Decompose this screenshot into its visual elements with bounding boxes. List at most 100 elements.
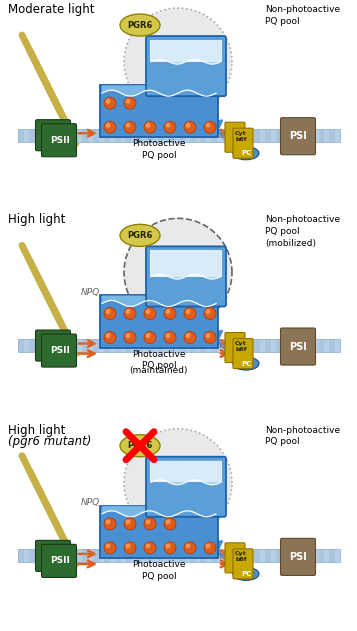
FancyBboxPatch shape [146,246,226,307]
Bar [150,40,222,62]
Bar [61,339,67,352]
Bar [233,550,238,562]
Bar [72,129,77,142]
Circle shape [104,331,116,343]
FancyBboxPatch shape [233,339,253,369]
Bar [243,129,249,142]
Circle shape [124,518,136,530]
Polygon shape [124,8,232,116]
Bar [93,129,99,142]
Circle shape [166,309,171,314]
Bar [29,129,35,142]
Bar [179,339,185,352]
Ellipse shape [120,225,160,246]
FancyBboxPatch shape [35,540,70,572]
Circle shape [186,309,191,314]
Bar [297,550,303,562]
Circle shape [166,122,171,127]
Bar [211,339,217,352]
Polygon shape [124,428,232,537]
Bar [168,129,174,142]
Text: PC: PC [241,150,251,156]
FancyBboxPatch shape [35,330,70,361]
FancyBboxPatch shape [41,124,76,156]
Bar [104,550,110,562]
Circle shape [144,121,156,133]
Circle shape [104,542,116,554]
Bar [201,550,206,562]
Bar [136,129,142,142]
Bar [29,550,35,562]
Bar [276,339,282,352]
Bar [50,129,56,142]
Circle shape [104,307,116,319]
Bar [318,129,325,142]
Bar [18,129,24,142]
Circle shape [106,122,111,127]
Bar [190,129,196,142]
Text: Photoactive
PQ pool: Photoactive PQ pool [132,350,186,370]
Bar [265,550,271,562]
FancyBboxPatch shape [225,122,245,152]
Bar [222,129,228,142]
Bar [50,550,56,562]
Bar [61,550,67,562]
Bar [18,129,340,142]
Bar [254,550,260,562]
Text: Photoactive
PQ pool: Photoactive PQ pool [132,139,186,160]
Bar [276,129,282,142]
Circle shape [166,543,171,548]
Bar [286,129,292,142]
Circle shape [126,519,131,524]
Text: High light: High light [8,213,65,227]
Circle shape [124,331,136,343]
Circle shape [164,121,176,133]
FancyBboxPatch shape [233,549,253,579]
Circle shape [106,98,111,103]
Circle shape [106,309,111,314]
Text: NPQ: NPQ [80,498,100,507]
Circle shape [144,331,156,343]
Circle shape [124,307,136,319]
Bar [179,550,185,562]
Circle shape [164,307,176,319]
Circle shape [104,97,116,109]
Circle shape [146,309,151,314]
Circle shape [126,333,131,338]
Bar [276,550,282,562]
Bar [190,339,196,352]
Bar [265,129,271,142]
Bar [18,339,340,352]
Bar [179,129,185,142]
Bar [82,550,88,562]
FancyBboxPatch shape [233,128,253,158]
Circle shape [164,331,176,343]
Bar [125,550,131,562]
Circle shape [126,122,131,127]
Text: Non-photoactive
PQ pool: Non-photoactive PQ pool [265,5,340,26]
Circle shape [146,122,151,127]
Circle shape [124,121,136,133]
Bar [100,85,218,137]
Circle shape [204,542,216,554]
Bar [29,339,35,352]
Bar [100,506,218,558]
Bar [72,550,77,562]
Bar [40,129,45,142]
Text: PC: PC [241,360,251,367]
Bar [297,339,303,352]
Circle shape [204,331,216,343]
FancyBboxPatch shape [41,545,76,577]
Ellipse shape [233,147,259,160]
FancyBboxPatch shape [281,538,316,575]
Bar [147,550,153,562]
FancyBboxPatch shape [146,457,226,517]
Circle shape [166,519,171,524]
Text: PSI: PSI [289,341,307,351]
Circle shape [204,307,216,319]
Bar [157,129,164,142]
Bar [297,129,303,142]
Text: PSII: PSII [50,557,70,565]
Circle shape [184,542,196,554]
Text: (pgr6 mutant): (pgr6 mutant) [8,435,91,447]
